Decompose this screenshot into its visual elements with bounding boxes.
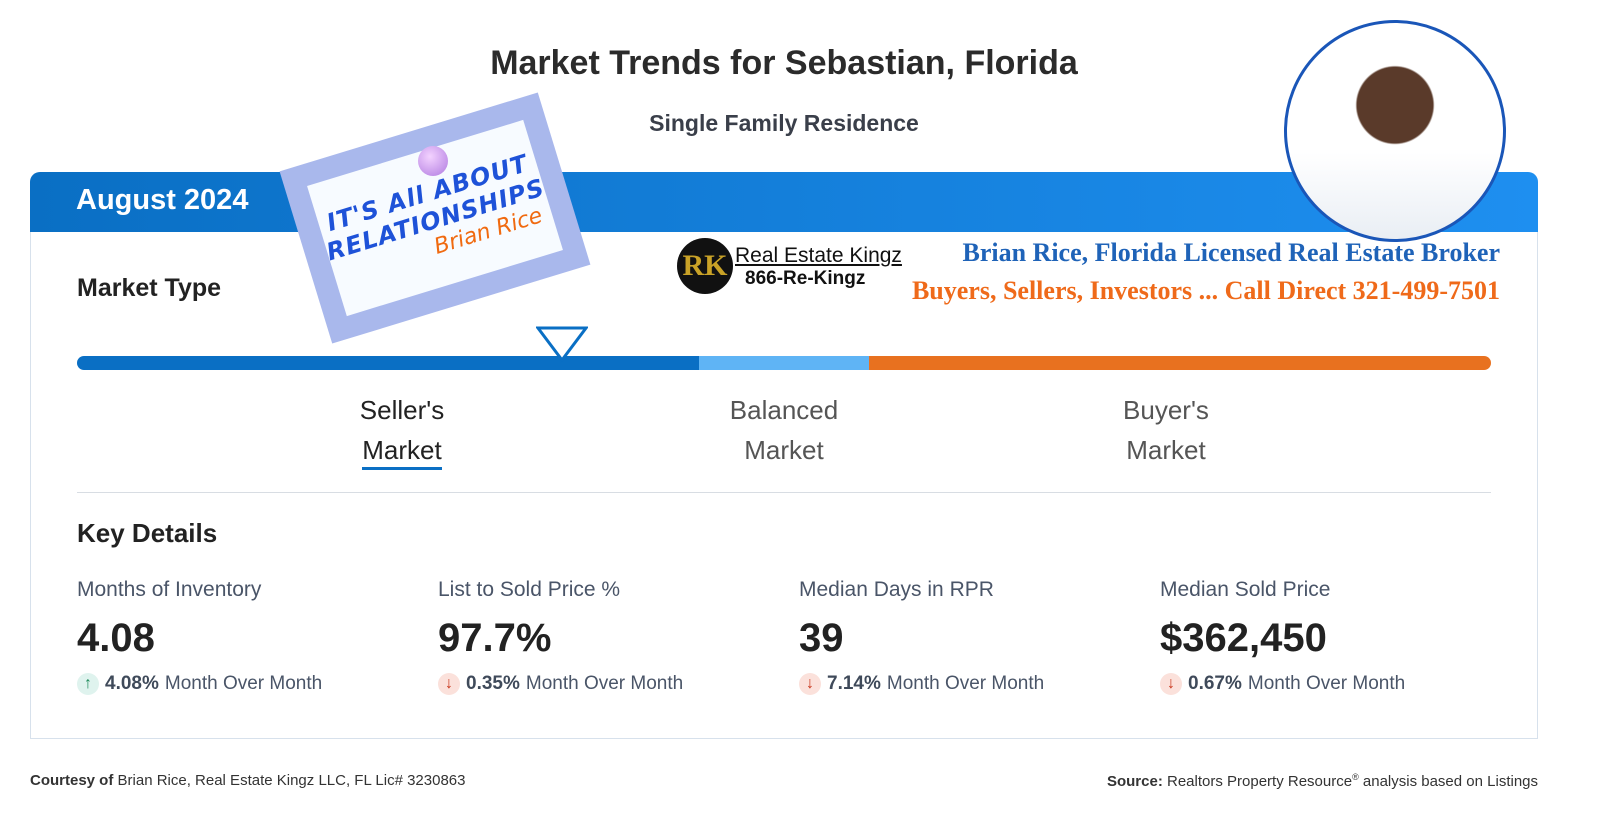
month-header — [30, 172, 1538, 232]
pushpin-icon — [418, 146, 448, 176]
courtesy-footer: Courtesy of Brian Rice, Real Estate King… — [30, 772, 466, 789]
metric-months-inventory: Months of Inventory 4.08 ↑ 4.08% Month Over… — [77, 578, 323, 695]
market-indicator-icon — [536, 326, 588, 363]
sellers-segment — [77, 356, 700, 370]
metric-list-to-sold: List to Sold Price % 97.7% ↓ 0.35% Month Ov… — [438, 578, 684, 695]
arrow-down-icon: ↓ — [1160, 673, 1182, 695]
balanced-market-label: Balanced Market — [729, 395, 839, 465]
property-type: Single Family Residence — [649, 110, 919, 136]
brand-name: Real Estate Kingz — [735, 244, 902, 267]
broker-line: Brian Rice, Florida Licensed Real Estate… — [962, 238, 1500, 267]
page-title: Market Trends for Sebastian, Florida — [490, 44, 1078, 82]
brand-phone: 866-Re-Kingz — [745, 268, 866, 289]
brand-logo: RK — [677, 238, 733, 294]
month-label: August 2024 — [76, 184, 249, 216]
arrow-up-icon: ↑ — [77, 673, 99, 695]
key-details-title: Key Details — [77, 518, 218, 548]
balanced-segment — [699, 356, 869, 370]
agent-photo — [1284, 20, 1506, 242]
divider — [77, 492, 1491, 493]
metric-median-days: Median Days in RPR 39 ↓ 7.14% Month Over Mo… — [799, 578, 1045, 695]
arrow-down-icon: ↓ — [799, 673, 821, 695]
call-line: Buyers, Sellers, Investors ... Call Dire… — [911, 276, 1500, 305]
sellers-market-label: Seller's Market — [302, 390, 502, 470]
buyers-segment — [868, 356, 1491, 370]
market-scale-bar — [77, 356, 1491, 370]
metric-median-sold-price: Median Sold Price $362,450 ↓ 0.67% Month Ov… — [1160, 578, 1406, 695]
buyers-market-label: Buyer's Market — [1123, 395, 1209, 465]
source-footer: Source: Realtors Property Resource® anal… — [1106, 772, 1538, 790]
arrow-down-icon: ↓ — [438, 673, 460, 695]
market-type-label: Market Type — [77, 274, 222, 302]
